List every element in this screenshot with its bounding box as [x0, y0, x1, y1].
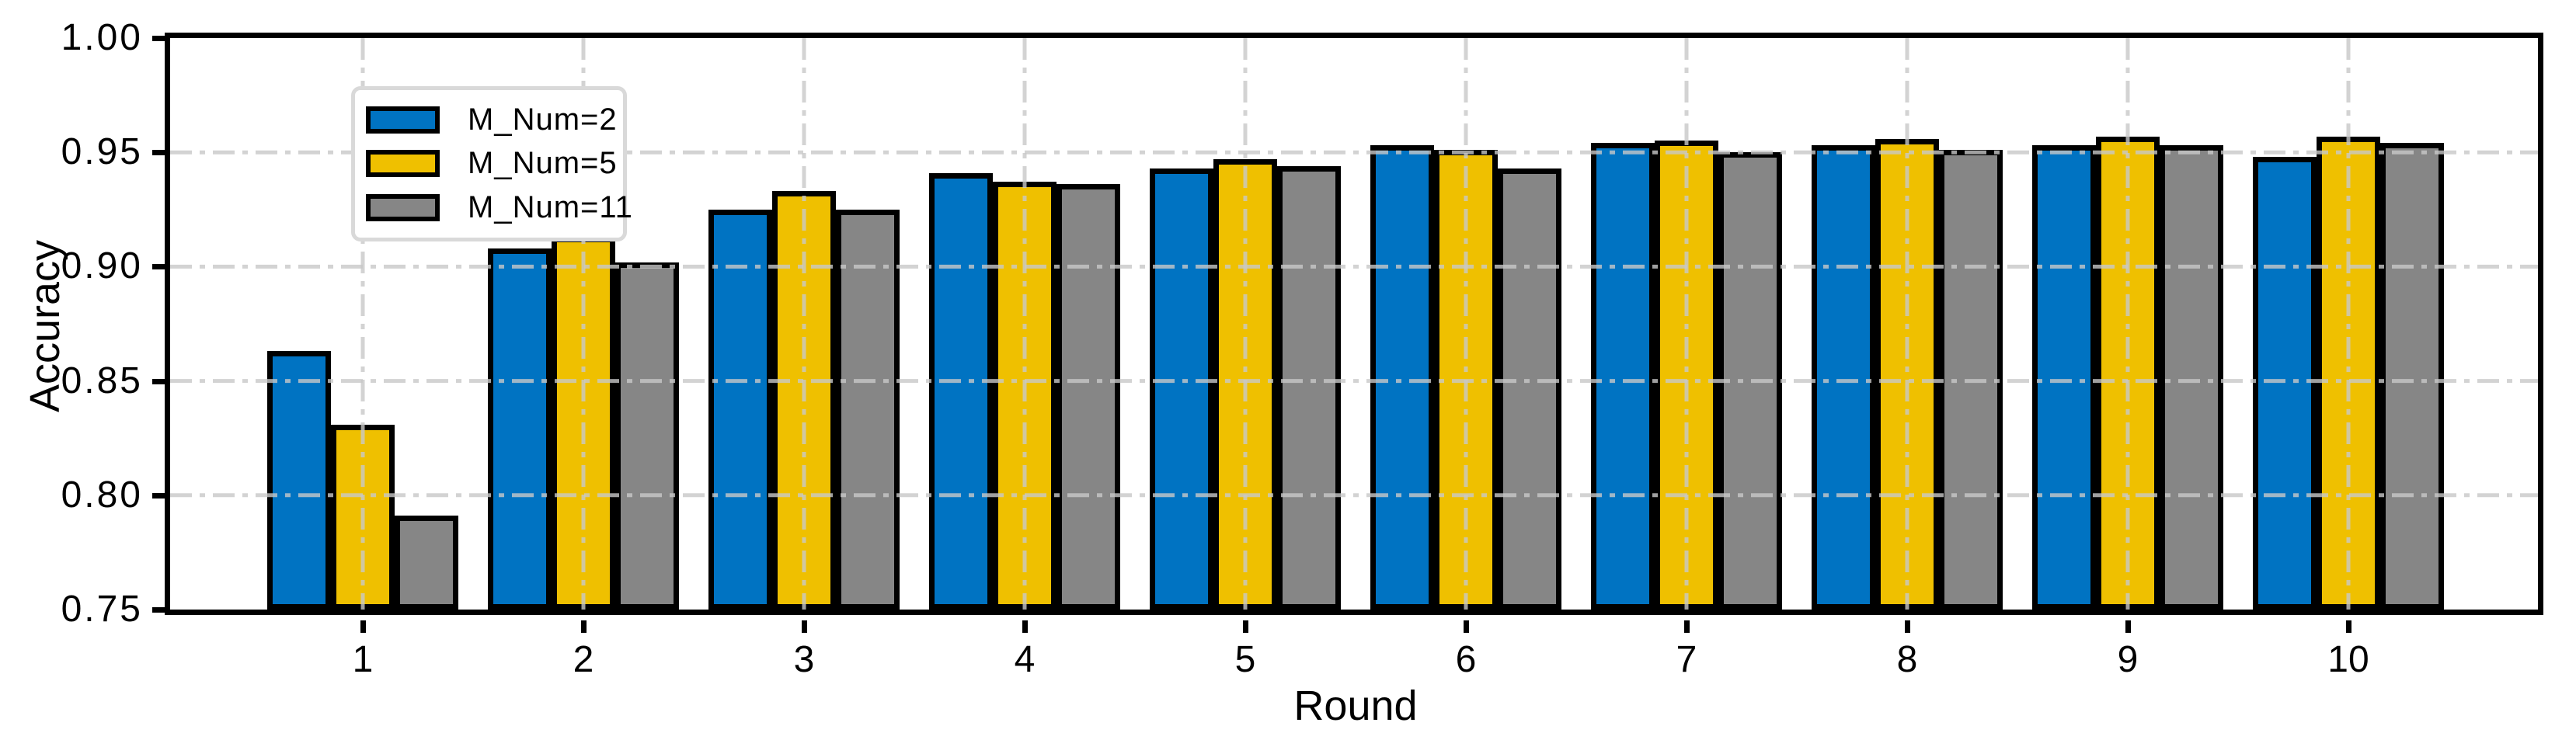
bar-round3-m-num-2 — [708, 210, 772, 610]
bar-round5-m-num-5 — [1213, 159, 1277, 610]
y-tick-mark — [152, 36, 165, 41]
bar-round4-m-num-11 — [1057, 184, 1120, 610]
x-tick-mark — [2346, 620, 2351, 633]
legend-swatch-icon — [366, 194, 440, 222]
bar-round5-m-num-11 — [1277, 166, 1341, 610]
bar-round6-m-num-2 — [1370, 145, 1434, 610]
y-tick-label: 0.75 — [61, 589, 143, 630]
x-tick-label: 5 — [1234, 639, 1256, 680]
x-tick-mark — [1684, 620, 1690, 633]
bar-round9-m-num-11 — [2160, 145, 2223, 610]
legend-item: M_Num=2 — [366, 102, 617, 137]
bar-round7-m-num-2 — [1591, 143, 1655, 610]
legend-item: M_Num=5 — [366, 146, 617, 181]
x-tick-mark — [802, 620, 807, 633]
y-tick-mark — [152, 264, 165, 270]
x-tick-mark — [1022, 620, 1028, 633]
x-tick-label: 3 — [793, 639, 815, 680]
y-tick-label: 0.90 — [61, 245, 143, 287]
x-tick-mark — [1243, 620, 1248, 633]
x-axis-label: Round — [1293, 683, 1418, 729]
legend: M_Num=2 M_Num=5 M_Num=11 — [351, 86, 632, 241]
bar-round10-m-num-5 — [2317, 137, 2380, 610]
x-tick-label: 6 — [1455, 639, 1477, 680]
x-tick-mark — [1905, 620, 1910, 633]
bar-round1-m-num-5 — [331, 425, 395, 610]
legend-swatch-icon — [366, 106, 440, 134]
bar-round6-m-num-11 — [1498, 168, 1561, 610]
bar-round1-m-num-11 — [395, 516, 458, 610]
y-tick-mark — [152, 607, 165, 613]
plot-area: M_Num=2 M_Num=5 M_Num=11 — [165, 33, 2543, 615]
bar-round4-m-num-2 — [929, 173, 993, 610]
bar-round1-m-num-2 — [267, 351, 331, 610]
bar-round10-m-num-11 — [2380, 143, 2444, 610]
legend-label: M_Num=11 — [468, 190, 633, 225]
x-tick-label: 1 — [352, 639, 374, 680]
bar-round7-m-num-5 — [1655, 141, 1718, 610]
y-tick-mark — [152, 150, 165, 156]
y-tick-label: 1.00 — [61, 17, 143, 58]
bar-round4-m-num-5 — [993, 182, 1057, 610]
y-axis-label: Accuracy — [22, 239, 68, 413]
legend-swatch-icon — [366, 150, 440, 178]
legend-item: M_Num=11 — [366, 190, 632, 225]
y-tick-label: 0.80 — [61, 474, 143, 516]
bar-round5-m-num-2 — [1150, 168, 1213, 610]
y-tick-label: 0.85 — [61, 360, 143, 401]
x-tick-label: 10 — [2327, 639, 2369, 680]
bar-round2-m-num-2 — [488, 248, 552, 610]
y-tick-mark — [152, 378, 165, 384]
x-tick-mark — [2125, 620, 2131, 633]
x-tick-label: 7 — [1676, 639, 1697, 680]
bar-round3-m-num-5 — [772, 191, 836, 610]
x-tick-label: 2 — [573, 639, 594, 680]
legend-label: M_Num=2 — [468, 102, 618, 137]
y-tick-mark — [152, 492, 165, 499]
bar-round7-m-num-11 — [1718, 152, 1782, 610]
bar-round9-m-num-2 — [2032, 145, 2096, 610]
y-tick-label: 0.95 — [61, 131, 143, 173]
x-tick-mark — [581, 620, 587, 633]
bar-round8-m-num-5 — [1875, 139, 1939, 610]
bar-round8-m-num-2 — [1812, 145, 1875, 610]
x-tick-label: 4 — [1014, 639, 1036, 680]
bar-round3-m-num-11 — [836, 210, 900, 610]
bar-round2-m-num-5 — [552, 237, 615, 610]
x-tick-mark — [360, 620, 366, 633]
bar-round10-m-num-2 — [2253, 157, 2317, 610]
x-tick-mark — [1464, 620, 1469, 633]
bar-round9-m-num-5 — [2096, 137, 2160, 610]
bar-round8-m-num-11 — [1939, 150, 2003, 610]
legend-label: M_Num=5 — [468, 146, 618, 181]
bar-round6-m-num-5 — [1434, 150, 1498, 610]
x-tick-label: 9 — [2117, 639, 2139, 680]
bar-round2-m-num-11 — [615, 262, 679, 610]
x-tick-label: 8 — [1896, 639, 1918, 680]
